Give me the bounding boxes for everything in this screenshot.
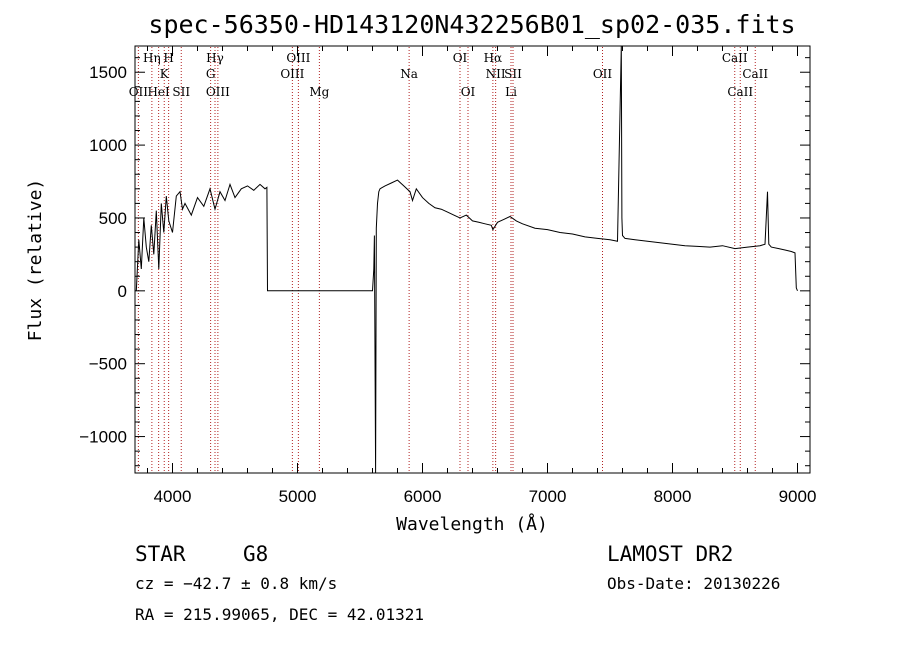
line-label-21: CaII: [727, 85, 753, 99]
axis-tick-labels: 4000 5000 6000 7000 8000 9000 −1000 −500 0 500 100…: [79, 63, 816, 506]
line-label-5: SII: [172, 85, 190, 99]
object-type: STAR: [135, 542, 186, 566]
spectral-subclass: G8: [243, 542, 268, 566]
line-label-4: H: [163, 51, 173, 65]
line-label-7: Hγ: [206, 51, 224, 65]
y-tick-label-1: −500: [89, 355, 127, 374]
line-label-17: Li: [505, 85, 517, 99]
line-label-0: OII: [129, 85, 149, 99]
survey-name: LAMOST DR2: [607, 542, 733, 566]
coordinates: RA = 215.99065, DEC = 42.01321: [135, 605, 424, 624]
line-label-20: CaII: [722, 51, 748, 65]
line-label-18: SII: [504, 67, 522, 81]
chart-title: spec-56350-HD143120N432256B01_sp02-035.f…: [148, 10, 795, 39]
line-label-10: OIII: [286, 51, 310, 65]
spectrum-line-0: [135, 45, 798, 474]
plot-frame: [134, 45, 811, 474]
spectral-line-labels: OII Hη HeI KH SII G Hγ OIII OIII OIII Mg Na OI OI Hα NI…: [129, 51, 769, 99]
line-label-3: K: [160, 67, 170, 81]
axis-ticks: [135, 46, 810, 473]
x-tick-label-1: 5000: [279, 487, 317, 506]
line-label-14: OI: [461, 85, 476, 99]
line-label-2: HeI: [147, 85, 170, 99]
spectrum-series: [135, 45, 798, 474]
x-tick-label-2: 6000: [404, 487, 442, 506]
x-tick-label-4: 8000: [654, 487, 692, 506]
x-axis-title: Wavelength (Å): [396, 513, 548, 535]
x-tick-label-5: 9000: [779, 487, 817, 506]
line-label-13: OI: [453, 51, 468, 65]
obs-date: Obs-Date: 20130226: [607, 574, 780, 593]
line-label-16: NII: [486, 67, 506, 81]
y-tick-label-5: 1500: [89, 63, 127, 82]
line-label-8: OIII: [206, 85, 230, 99]
y-tick-label-3: 500: [99, 209, 127, 228]
line-label-22: CaII: [742, 67, 768, 81]
spectral-line-markers: [137, 47, 756, 472]
line-label-9: OIII: [280, 67, 304, 81]
line-label-19: OII: [593, 67, 613, 81]
line-label-15: Hα: [484, 51, 503, 65]
y-axis-title: Flux (relative): [25, 179, 46, 342]
y-tick-label-2: 0: [118, 282, 127, 301]
line-label-1: Hη: [143, 51, 161, 65]
line-label-12: Na: [400, 67, 418, 81]
line-label-11: Mg: [309, 85, 329, 99]
velocity-readout: cz = −42.7 ± 0.8 km/s: [135, 574, 337, 593]
x-tick-label-3: 7000: [529, 487, 567, 506]
y-tick-label-0: −1000: [79, 428, 127, 447]
x-tick-label-0: 4000: [154, 487, 192, 506]
y-tick-label-4: 1000: [89, 136, 127, 155]
line-label-6: G: [206, 67, 216, 81]
